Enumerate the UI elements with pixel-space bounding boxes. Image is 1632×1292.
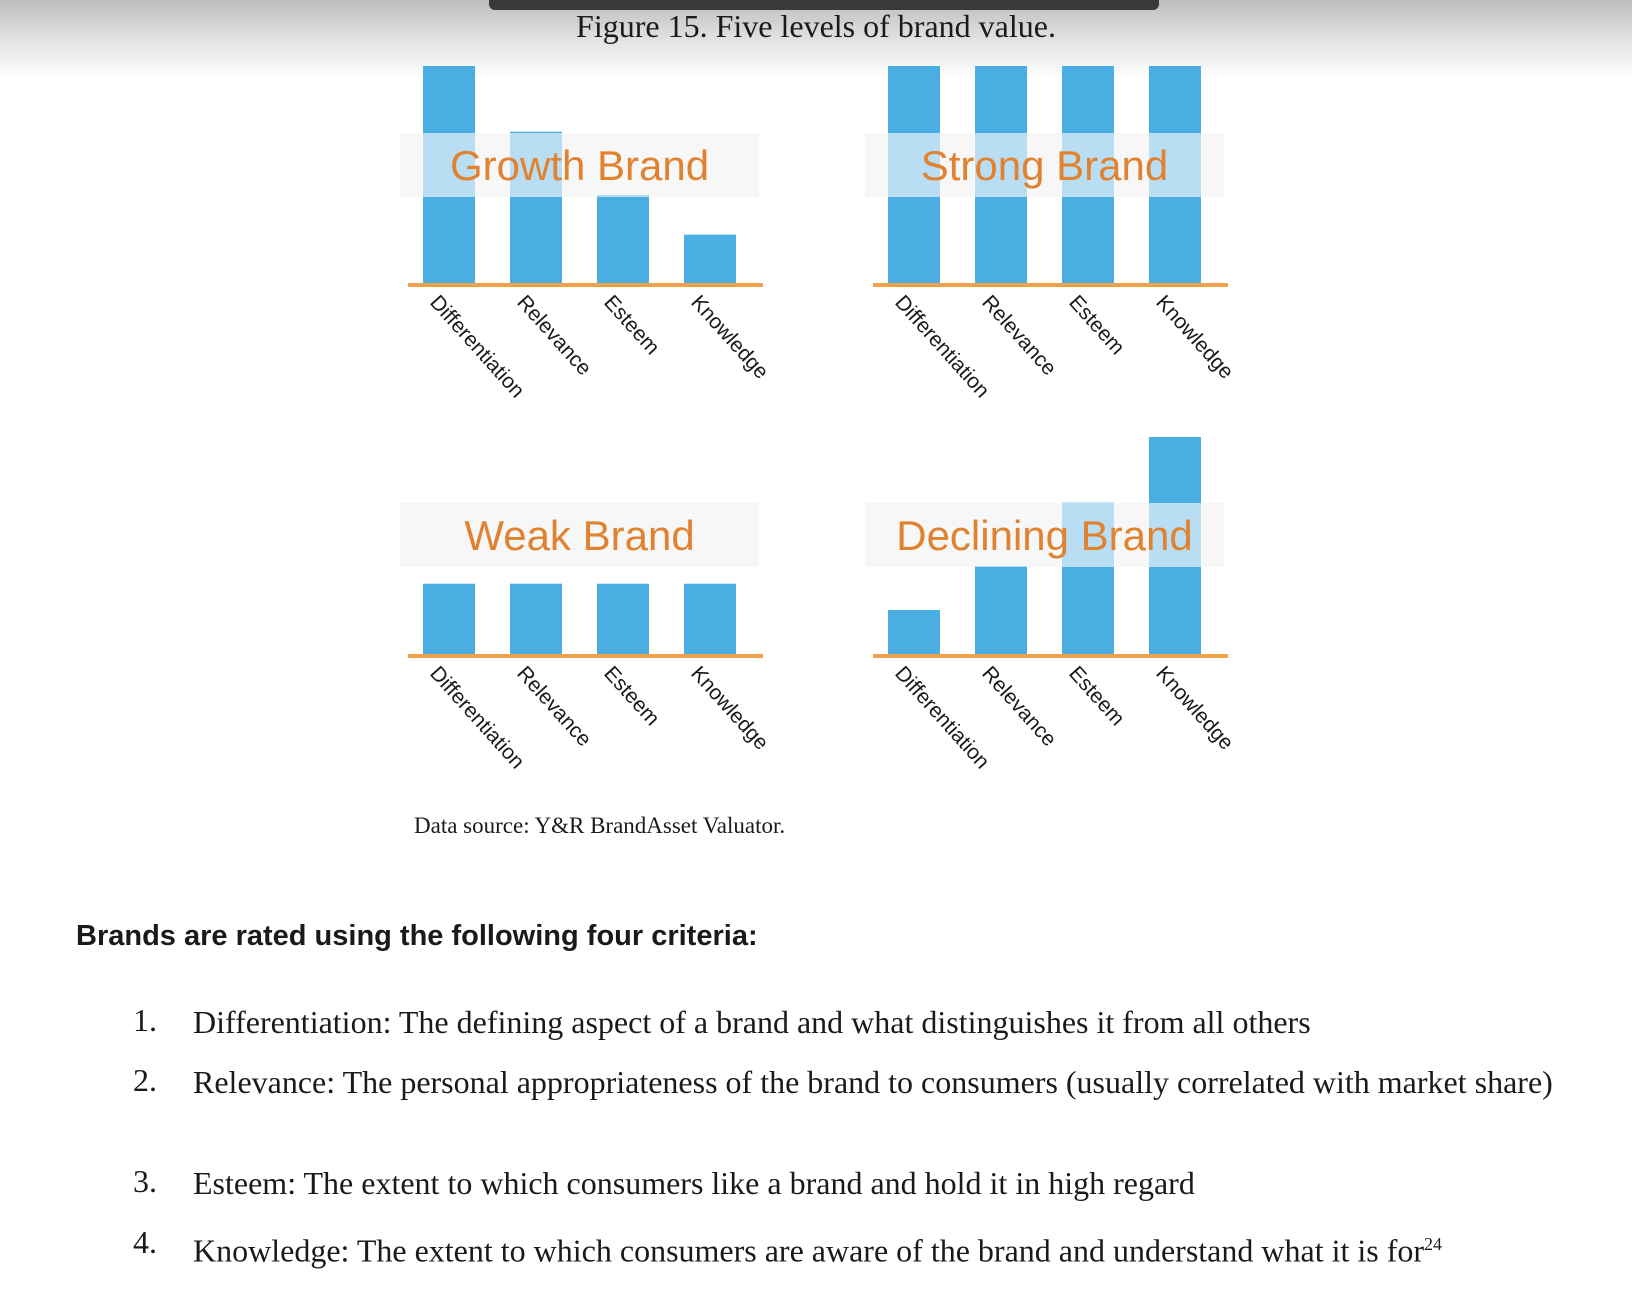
bar-highlight-esteem bbox=[597, 195, 649, 197]
chart-title: Growth Brand bbox=[450, 142, 709, 189]
figure-title: Figure 15. Five levels of brand value. bbox=[576, 8, 1056, 44]
bar-highlight-esteem bbox=[1062, 503, 1114, 567]
bar-highlight-esteem bbox=[1062, 133, 1114, 197]
chart-title: Strong Brand bbox=[921, 142, 1169, 189]
criteria-item-relevance: Relevance: The personal appropriateness … bbox=[193, 1064, 1553, 1100]
tick-label-differentiation: Differentiation bbox=[425, 291, 529, 402]
top-shade bbox=[0, 0, 1632, 80]
tick-label-relevance: Relevance bbox=[512, 291, 595, 380]
tick-label-relevance: Relevance bbox=[512, 662, 595, 751]
bar-knowledge bbox=[684, 234, 736, 285]
toolbar-strip bbox=[489, 0, 1159, 10]
tick-label-knowledge: Knowledge bbox=[1151, 291, 1238, 384]
criteria-item-knowledge: Knowledge: The extent to which consumers… bbox=[193, 1224, 1605, 1272]
bar-relevance bbox=[510, 583, 562, 656]
bar-highlight-knowledge bbox=[1149, 503, 1201, 567]
bar-esteem bbox=[597, 195, 649, 285]
bar-differentiation bbox=[423, 583, 475, 656]
data-source: Data source: Y&R BrandAsset Valuator. bbox=[414, 813, 786, 838]
bar-differentiation bbox=[888, 610, 940, 656]
bar-esteem bbox=[597, 583, 649, 656]
criteria-number: 3. bbox=[133, 1163, 157, 1199]
criteria-item-text: Knowledge: The extent to which consumers… bbox=[193, 1232, 1425, 1269]
criteria-number: 1. bbox=[133, 1002, 157, 1038]
tick-label-differentiation: Differentiation bbox=[890, 662, 994, 773]
bar-highlight-differentiation bbox=[888, 133, 940, 197]
footnote-marker: 24 bbox=[1424, 1234, 1443, 1254]
chart-title: Weak Brand bbox=[464, 512, 694, 559]
chart-title: Declining Brand bbox=[896, 512, 1193, 559]
bar-highlight-knowledge bbox=[1149, 133, 1201, 197]
criteria-item-esteem: Esteem: The extent to which consumers li… bbox=[193, 1165, 1195, 1201]
bar-knowledge bbox=[684, 583, 736, 656]
criteria-number: 2. bbox=[133, 1062, 157, 1098]
tick-label-knowledge: Knowledge bbox=[686, 291, 773, 384]
bar-relevance bbox=[975, 566, 1027, 656]
tick-label-differentiation: Differentiation bbox=[425, 662, 529, 773]
bar-highlight-relevance bbox=[975, 566, 1027, 567]
tick-label-esteem: Esteem bbox=[1064, 291, 1129, 359]
tick-label-knowledge: Knowledge bbox=[686, 662, 773, 755]
bar-highlight-relevance bbox=[510, 133, 562, 197]
criteria-heading: Brands are rated using the following fou… bbox=[76, 920, 758, 952]
bar-highlight-relevance bbox=[975, 133, 1027, 197]
tick-label-esteem: Esteem bbox=[1064, 662, 1129, 730]
bar-highlight-differentiation bbox=[423, 133, 475, 197]
tick-label-relevance: Relevance bbox=[977, 662, 1060, 751]
tick-label-knowledge: Knowledge bbox=[1151, 662, 1238, 755]
tick-label-esteem: Esteem bbox=[599, 662, 664, 730]
tick-label-differentiation: Differentiation bbox=[890, 291, 994, 402]
tick-label-relevance: Relevance bbox=[977, 291, 1060, 380]
title-band bbox=[400, 503, 759, 567]
tick-label-esteem: Esteem bbox=[599, 291, 664, 359]
criteria-number: 4. bbox=[133, 1224, 157, 1260]
criteria-item-differentiation: Differentiation: The defining aspect of … bbox=[193, 1004, 1311, 1040]
